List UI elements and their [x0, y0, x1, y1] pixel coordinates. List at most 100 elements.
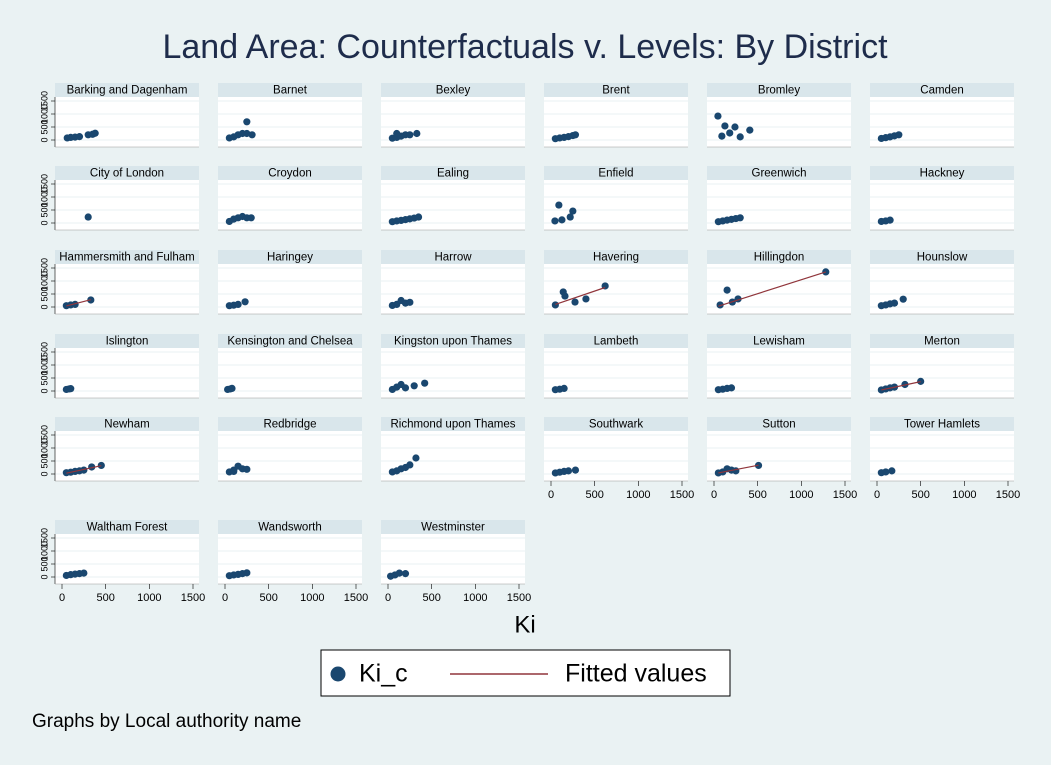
y-tick-label: 500 — [39, 119, 49, 134]
marker — [886, 216, 894, 224]
panel-header — [381, 250, 525, 264]
panel-header — [544, 83, 688, 97]
panel-header — [544, 166, 688, 180]
marker — [714, 112, 722, 120]
panel-title: Barnet — [273, 85, 308, 97]
marker — [393, 129, 401, 138]
panel-title: Wandsworth — [258, 522, 322, 534]
marker — [230, 467, 238, 475]
y-tick-label: 1000 — [39, 541, 49, 561]
marker — [555, 201, 563, 209]
panel-title: Barking and Dagenham — [67, 85, 188, 97]
marker — [243, 118, 251, 126]
y-tick-label: 500 — [39, 286, 49, 301]
panel-header — [381, 83, 525, 97]
panel-header — [544, 334, 688, 348]
y-tick-label: 0 — [39, 304, 49, 309]
y-tick-label: 1000 — [39, 187, 49, 207]
panel-header — [707, 250, 851, 264]
marker — [726, 129, 734, 137]
marker — [413, 129, 421, 138]
marker — [75, 133, 84, 141]
panel-header — [218, 334, 362, 348]
y-tick-label: 1500 — [39, 91, 49, 111]
fitted-line — [66, 299, 91, 307]
panel-header — [55, 520, 199, 534]
y-tick-label: 1500 — [39, 174, 49, 194]
panel-title: Harrow — [434, 252, 472, 264]
marker — [234, 300, 242, 308]
x-tick-label: 0 — [385, 592, 391, 604]
panel-header — [218, 83, 362, 97]
panel-header — [870, 83, 1014, 97]
marker — [551, 217, 559, 225]
x-tick-label: 1500 — [344, 592, 368, 604]
plot-area — [544, 348, 688, 398]
y-tick-label: 1500 — [39, 528, 49, 548]
panel-title: Bromley — [758, 85, 800, 97]
plot-area — [55, 348, 199, 398]
panel-header — [870, 334, 1014, 348]
legend-box — [320, 649, 731, 697]
panel-header — [218, 250, 362, 264]
y-tick-label: 500 — [39, 556, 49, 571]
chart-title: Land Area: Counterfactuals v. Levels: By… — [162, 28, 888, 66]
marker — [247, 214, 255, 222]
marker — [569, 207, 577, 215]
y-tick-label: 0 — [39, 471, 49, 476]
marker — [561, 292, 569, 300]
panel-title: Hammersmith and Fulham — [59, 252, 194, 264]
marker — [412, 454, 420, 462]
panel-header — [707, 334, 851, 348]
marker — [890, 299, 899, 307]
marker — [888, 467, 896, 475]
y-tick-label: 1000 — [39, 438, 49, 458]
panel-title: Hackney — [920, 168, 965, 180]
panel-title: Southwark — [589, 419, 644, 431]
plot-area — [544, 264, 688, 314]
panel-header — [707, 83, 851, 97]
plot-area — [218, 97, 362, 147]
x-axis-title: Ki — [514, 611, 535, 638]
marker — [243, 569, 251, 577]
marker — [406, 461, 414, 469]
marker — [67, 385, 75, 393]
x-tick-label: 500 — [422, 592, 440, 604]
y-tick-label: 500 — [39, 202, 49, 217]
plot-area — [381, 431, 525, 481]
marker — [97, 461, 105, 470]
panel-title: City of London — [90, 168, 164, 180]
panel-header — [870, 250, 1014, 264]
x-tick-label: 1500 — [833, 489, 857, 501]
marker — [88, 463, 96, 471]
marker — [558, 216, 566, 224]
fitted-line — [718, 271, 826, 307]
marker — [716, 301, 724, 309]
legend-marker — [330, 666, 346, 682]
panel-header — [55, 83, 199, 97]
marker — [80, 466, 88, 474]
marker — [582, 295, 590, 303]
panel-title: Camden — [920, 85, 963, 97]
panel-title: Islington — [106, 336, 149, 348]
x-tick-label: 1000 — [137, 592, 161, 604]
panel-title: Sutton — [762, 419, 795, 431]
panel-title: Newham — [104, 419, 149, 431]
y-tick-label: 1000 — [39, 104, 49, 124]
panel-title: Greenwich — [752, 168, 807, 180]
panel-header — [55, 166, 199, 180]
panel-header — [707, 166, 851, 180]
x-tick-label: 1500 — [996, 489, 1020, 501]
marker — [746, 126, 754, 134]
fitted-line — [881, 381, 921, 391]
y-tick-label: 500 — [39, 370, 49, 385]
x-tick-label: 0 — [711, 489, 717, 501]
plot-area — [707, 97, 851, 147]
fitted-line — [718, 464, 759, 474]
marker — [564, 467, 573, 475]
marker — [228, 384, 236, 392]
marker — [571, 131, 580, 139]
panel-header — [381, 334, 525, 348]
x-tick-label: 1000 — [626, 489, 650, 501]
panel-title: Tower Hamlets — [904, 419, 980, 431]
